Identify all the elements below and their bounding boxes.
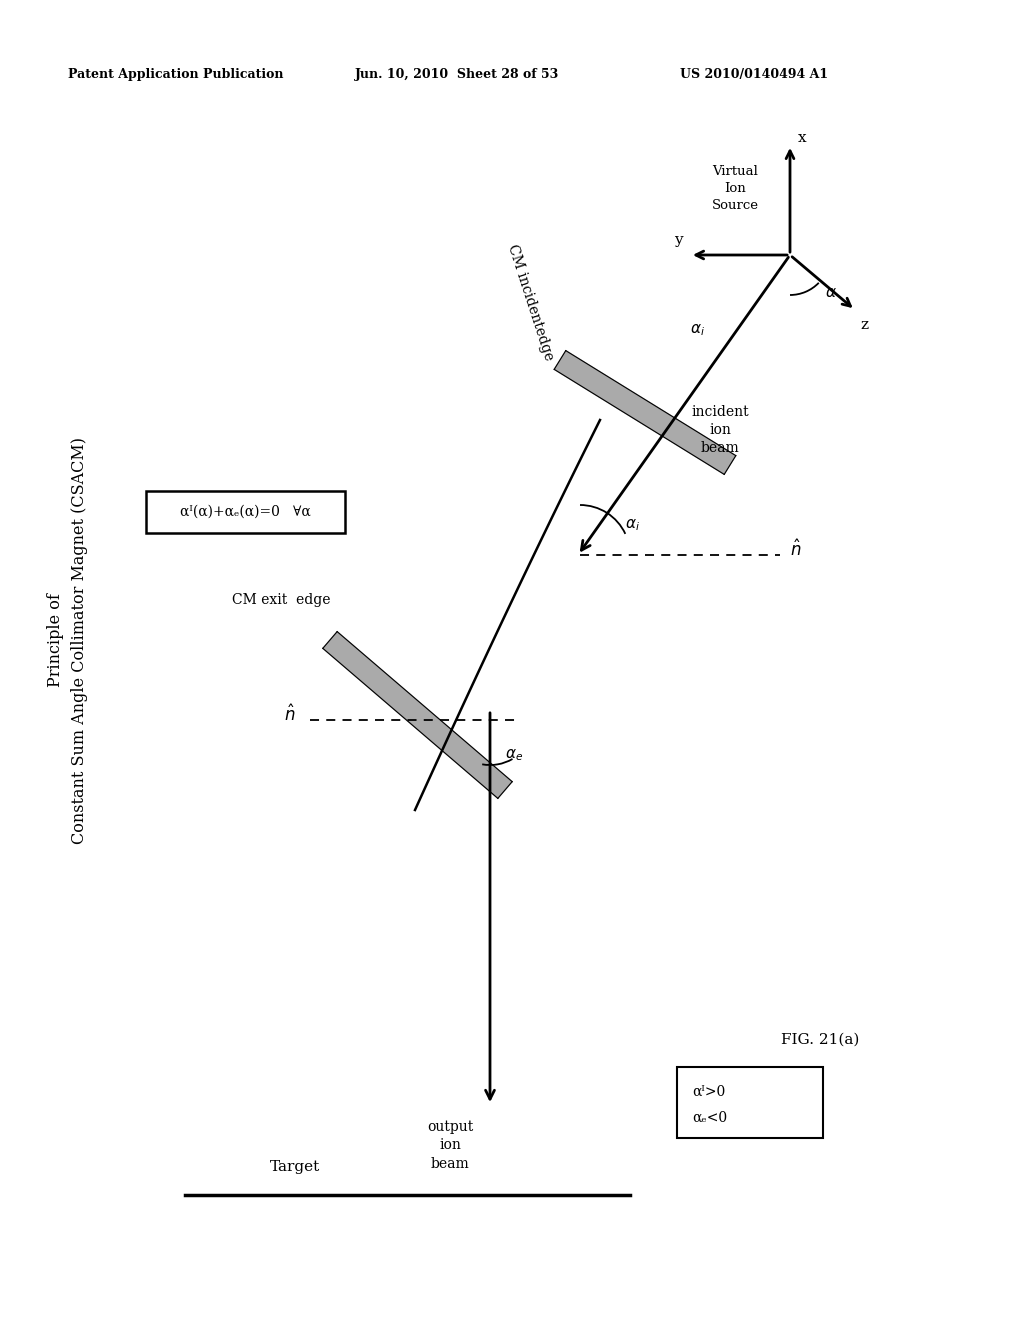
Polygon shape <box>323 632 512 799</box>
FancyBboxPatch shape <box>146 491 345 533</box>
Text: CM exit  edge: CM exit edge <box>231 593 330 607</box>
Text: Target: Target <box>270 1160 321 1173</box>
Text: αᴵ(α)+αₑ(α)=0   ∀α: αᴵ(α)+αₑ(α)=0 ∀α <box>180 506 311 519</box>
Text: US 2010/0140494 A1: US 2010/0140494 A1 <box>680 69 828 81</box>
Text: αₑ<0: αₑ<0 <box>692 1111 727 1125</box>
Text: Patent Application Publication: Patent Application Publication <box>68 69 284 81</box>
Text: $\alpha_i$: $\alpha_i$ <box>690 322 705 338</box>
Text: Jun. 10, 2010  Sheet 28 of 53: Jun. 10, 2010 Sheet 28 of 53 <box>355 69 559 81</box>
FancyBboxPatch shape <box>677 1067 823 1138</box>
Text: CM incidentedge: CM incidentedge <box>505 243 555 362</box>
Text: $\alpha_e$: $\alpha_e$ <box>505 747 523 763</box>
Text: x: x <box>798 131 807 145</box>
Text: output
ion
beam: output ion beam <box>427 1119 473 1171</box>
Polygon shape <box>554 351 736 474</box>
Text: $\alpha_i$: $\alpha_i$ <box>625 517 640 533</box>
Text: y: y <box>674 234 682 247</box>
Text: $\alpha$: $\alpha$ <box>825 286 837 300</box>
Text: Principle of: Principle of <box>46 593 63 686</box>
Text: z: z <box>860 318 868 333</box>
Text: αᴵ>0: αᴵ>0 <box>692 1085 725 1100</box>
Text: Constant Sum Angle Collimator Magnet (CSACM): Constant Sum Angle Collimator Magnet (CS… <box>72 437 88 843</box>
Text: $\hat{n}$: $\hat{n}$ <box>790 540 802 560</box>
Text: incident
ion
beam: incident ion beam <box>691 405 749 455</box>
Text: $\hat{n}$: $\hat{n}$ <box>284 705 295 725</box>
Text: Virtual
Ion
Source: Virtual Ion Source <box>712 165 759 213</box>
Text: FIG. 21(a): FIG. 21(a) <box>781 1034 859 1047</box>
